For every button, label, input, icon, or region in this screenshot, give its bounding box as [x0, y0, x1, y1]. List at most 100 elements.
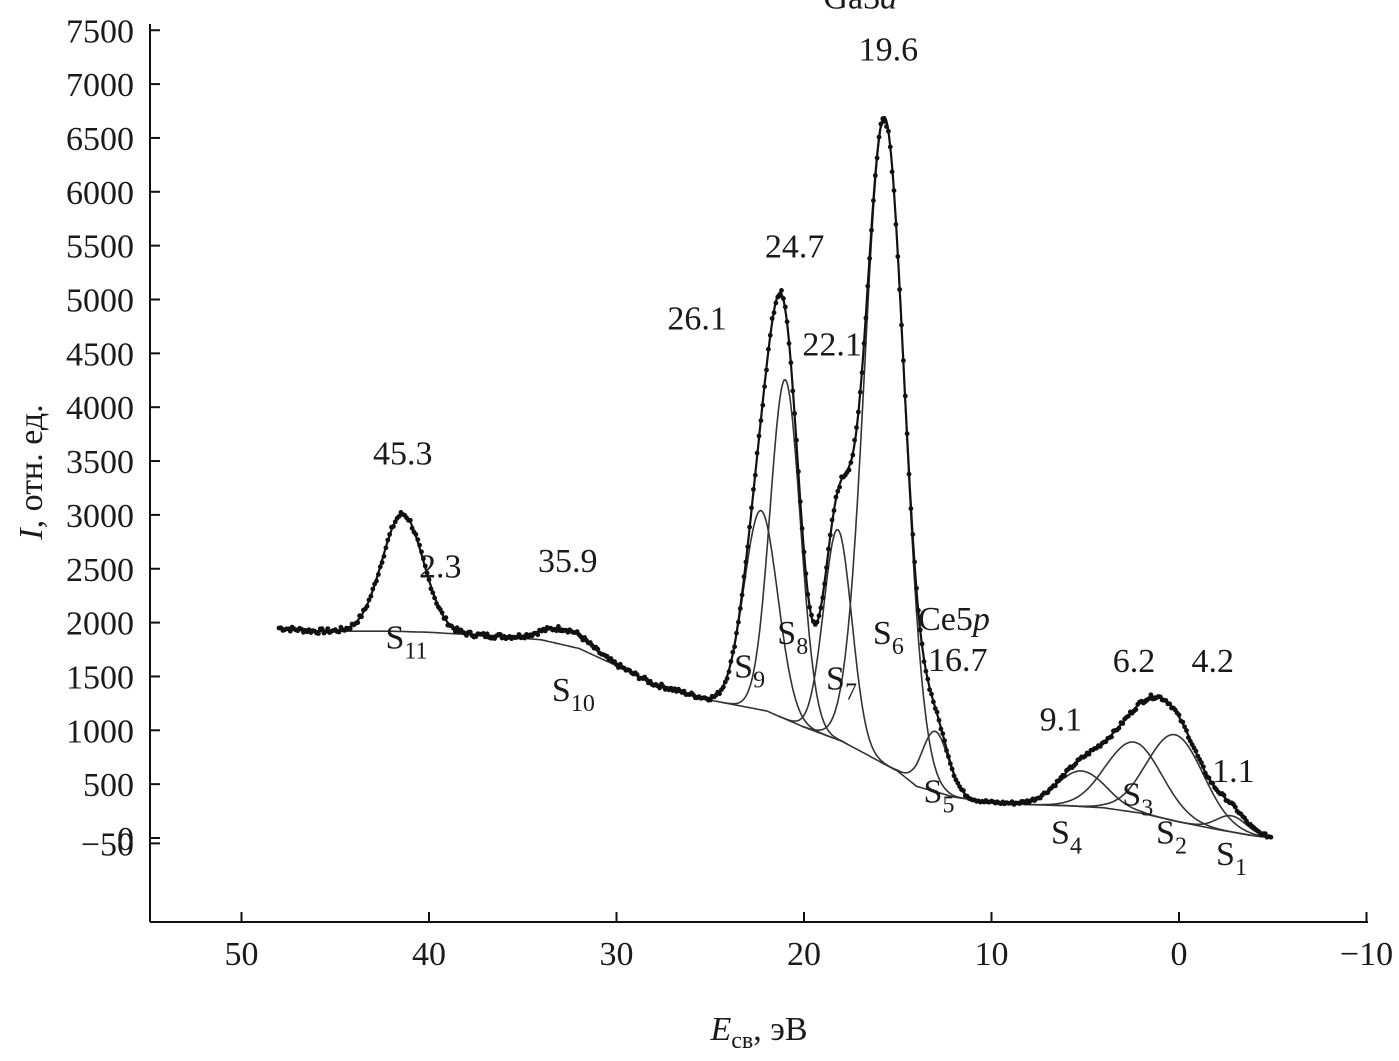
data-point: [893, 222, 899, 227]
data-point: [737, 606, 743, 611]
data-point: [415, 537, 421, 542]
data-point: [736, 619, 741, 625]
peak-label: 9.1: [1040, 701, 1083, 738]
data-point: [925, 676, 931, 682]
data-point: [829, 517, 835, 523]
peak-label-text: 35.9: [538, 543, 598, 580]
data-point: [1176, 712, 1182, 718]
component-label-sub: 11: [404, 638, 427, 664]
peak-label-text: 2.3: [419, 548, 462, 585]
data-point: [634, 672, 640, 677]
data-point: [443, 615, 449, 620]
data-point: [827, 532, 833, 538]
component-label-main: S: [552, 672, 571, 709]
data-point: [931, 699, 936, 705]
data-point: [861, 341, 867, 346]
y-tick-label: 2500: [66, 552, 134, 589]
data-point: [816, 613, 822, 619]
data-point: [730, 649, 736, 655]
data-point: [1206, 775, 1212, 781]
data-point: [1116, 725, 1122, 731]
data-point: [936, 717, 942, 723]
data-point: [910, 532, 916, 537]
data-point: [1073, 761, 1079, 766]
data-point: [794, 437, 799, 443]
data-point: [856, 409, 861, 415]
plot-area: [276, 115, 1274, 840]
data-point: [762, 384, 767, 389]
data-point: [439, 610, 445, 616]
component-label-main: S: [734, 649, 753, 686]
data-point: [886, 128, 891, 134]
data-point: [833, 494, 839, 500]
data-point: [1182, 724, 1187, 730]
data-point: [419, 549, 424, 555]
data-point: [1186, 735, 1191, 740]
data-point: [767, 332, 773, 338]
data-point: [364, 603, 370, 609]
data-point: [467, 629, 473, 635]
data-point: [724, 676, 730, 681]
data-point: [287, 628, 293, 634]
data-point: [917, 627, 923, 633]
y-tick-label: 6500: [66, 121, 134, 158]
data-point: [1199, 760, 1204, 766]
data-point: [734, 630, 739, 636]
data-point: [809, 612, 814, 618]
component-label-main: S: [1156, 814, 1175, 851]
peak-label: 2.3: [419, 548, 462, 585]
data-point: [961, 788, 966, 793]
data-point: [872, 173, 878, 178]
data-point: [797, 499, 803, 504]
data-point: [370, 586, 376, 592]
peak-label: 45.3: [373, 435, 433, 472]
component-label: S11: [385, 619, 427, 664]
data-point: [1193, 748, 1199, 754]
component-label-sub: 7: [845, 679, 857, 705]
component-label-main: S: [1051, 814, 1070, 851]
data-point: [891, 188, 897, 194]
data-point: [751, 487, 756, 492]
data-point: [949, 766, 955, 772]
component-label-main: S: [1216, 836, 1235, 873]
component-label-main: S: [1122, 777, 1141, 814]
data-point: [1167, 701, 1172, 707]
data-point: [1086, 751, 1092, 757]
data-point: [897, 287, 902, 292]
data-point: [409, 525, 415, 531]
data-point: [923, 668, 929, 674]
data-point: [721, 684, 726, 690]
x-axis-title-main: E: [709, 1011, 731, 1048]
x-tick-label: 30: [600, 936, 634, 973]
data-point: [889, 169, 895, 175]
peak-label-text: 4.2: [1192, 643, 1235, 680]
component-line-s2: [1057, 733, 1273, 839]
data-point: [657, 685, 662, 691]
data-point: [421, 556, 426, 562]
data-point: [1133, 707, 1139, 712]
data-point: [422, 563, 428, 569]
data-point: [865, 283, 871, 289]
component-label: S1: [1216, 836, 1247, 881]
data-point: [1146, 696, 1152, 702]
data-point: [319, 626, 325, 632]
data-point: [681, 688, 687, 694]
data-point: [1052, 783, 1058, 789]
data-point: [929, 691, 934, 697]
data-point: [1184, 728, 1189, 733]
data-point: [1221, 792, 1227, 798]
component-label-sub: 3: [1141, 796, 1153, 822]
data-point: [867, 256, 872, 261]
peak-label-text: Ga3: [823, 0, 880, 17]
data-point: [799, 526, 805, 531]
y-tick-label: 3500: [66, 444, 134, 481]
peak-label-text: Ce5: [918, 601, 973, 638]
y-axis-title: I, отн. ед.: [13, 404, 50, 540]
data-point: [914, 585, 919, 591]
data-point: [946, 754, 951, 759]
data-point: [452, 629, 458, 634]
data-point: [454, 625, 460, 631]
component-line-s7: [778, 528, 897, 771]
data-point: [1232, 804, 1238, 810]
x-axis-title-rest: , эВ: [753, 1011, 807, 1048]
